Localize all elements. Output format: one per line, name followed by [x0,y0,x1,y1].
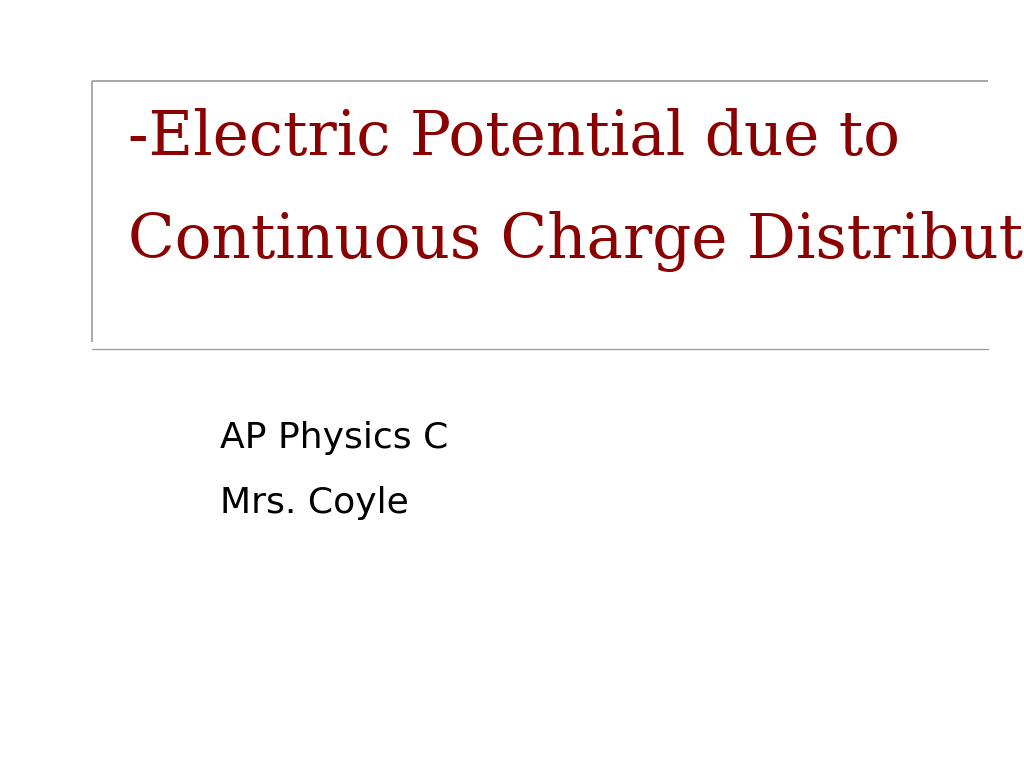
Text: -Electric Potential due to: -Electric Potential due to [128,108,900,168]
Text: Mrs. Coyle: Mrs. Coyle [220,486,409,520]
Text: AP Physics C: AP Physics C [220,421,449,455]
Text: Continuous Charge Distributions: Continuous Charge Distributions [128,211,1024,273]
